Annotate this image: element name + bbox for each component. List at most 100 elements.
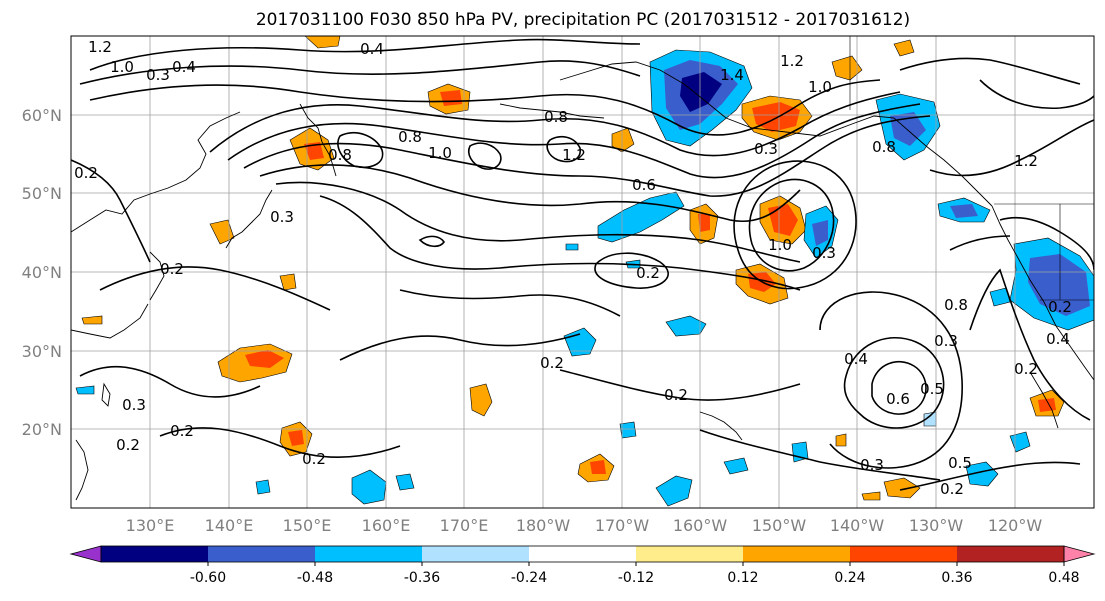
latitude-labels: 60°N 50°N 40°N 30°N 20°N — [22, 106, 62, 439]
contour-label: 1.2 — [1014, 152, 1038, 170]
figure-title: 2017031100 F030 850 hPa PV, precipitatio… — [256, 10, 910, 30]
colorbar-ticks — [207, 562, 1065, 566]
precip-positive-patch — [611, 127, 635, 153]
contour-label: 0.3 — [812, 244, 836, 262]
contour-label: 0.4 — [1046, 330, 1070, 348]
contour-label: 0.2 — [940, 480, 964, 498]
lon-label: 180°W — [516, 516, 571, 535]
coastline-alaska — [559, 61, 993, 207]
precip-positive-patch-core — [288, 430, 304, 446]
contour-labels: 1.2 1.0 0.3 0.4 0.4 1.2 1.4 1.0 0.8 0.8 … — [74, 38, 1072, 498]
contour-label: 1.2 — [88, 38, 112, 56]
pv-contour-line — [89, 38, 641, 71]
colorbar-cell — [101, 546, 208, 562]
colorbar-tick-label: 0.48 — [1048, 570, 1079, 586]
contour-label: 1.0 — [808, 78, 832, 96]
precip-positive-patch — [883, 477, 921, 499]
pv-contour-line — [275, 181, 801, 263]
lon-label: 130°W — [909, 516, 964, 535]
precip-negative-patch-core — [680, 72, 722, 112]
precip-negative-patch — [255, 479, 271, 495]
precip-negative-patch — [655, 475, 693, 507]
precip-positive-patch — [81, 315, 103, 325]
precip-negative-patch-mid — [812, 220, 828, 246]
map-panel: 1.2 1.0 0.3 0.4 0.4 1.2 1.4 1.0 0.8 0.8 … — [22, 35, 1095, 535]
pv-contour-line — [733, 160, 857, 290]
pv-contour-line — [899, 57, 1081, 85]
pv-contour-line — [699, 429, 941, 481]
precip-positive-patch — [835, 433, 847, 447]
pv-contour-line — [319, 195, 801, 291]
precip-negative-patch — [563, 327, 597, 357]
contour-label: 0.3 — [146, 66, 170, 84]
contour-label: 1.0 — [110, 58, 134, 76]
lon-label: 170°W — [595, 516, 650, 535]
pv-contour-line — [99, 266, 331, 311]
precip-negative-patch — [665, 315, 707, 337]
colorbar-tick-label: -0.48 — [297, 570, 333, 586]
coastline-china-south — [71, 303, 149, 339]
contour-label: 0.8 — [944, 296, 968, 314]
precip-positive-patch — [469, 383, 493, 417]
contour-label: 0.2 — [160, 260, 184, 278]
contour-label: 0.8 — [328, 146, 352, 164]
pv-contour-line — [969, 268, 1091, 421]
lat-label: 30°N — [22, 342, 62, 361]
contour-label: 0.2 — [116, 436, 140, 454]
contour-label: 0.2 — [1014, 360, 1038, 378]
colorbar-tick-label: 0.12 — [727, 570, 758, 586]
precip-positive-patch-core — [590, 460, 606, 474]
coastline-japan — [225, 189, 273, 249]
contour-label: 0.2 — [1048, 298, 1072, 316]
lon-label: 170°E — [440, 516, 489, 535]
contour-label: 0.3 — [860, 456, 884, 474]
precip-positive-patch — [304, 36, 341, 49]
contour-label: 1.0 — [428, 144, 452, 162]
contour-label: 0.4 — [844, 350, 868, 368]
lat-label: 60°N — [22, 106, 62, 125]
pv-contour-line — [843, 337, 945, 429]
contour-label: 0.2 — [170, 422, 194, 440]
lat-label: 50°N — [22, 184, 62, 203]
contour-label: 1.2 — [562, 146, 586, 164]
colorbar-tick-label: -0.24 — [511, 570, 547, 586]
pv-contour-line — [243, 115, 931, 197]
pv-contour-line — [339, 333, 581, 361]
contour-label: 0.4 — [360, 40, 384, 58]
contour-label: 0.3 — [270, 208, 294, 226]
contour-label: 0.6 — [886, 390, 910, 408]
colorbar-cell — [208, 546, 315, 562]
precip-positive-patch — [279, 273, 297, 291]
contour-label: 0.2 — [540, 354, 564, 372]
contour-label: 0.8 — [398, 128, 422, 146]
contour-label: 0.4 — [172, 58, 196, 76]
precip-positive-patch — [209, 219, 235, 245]
contour-label: 0.8 — [544, 108, 568, 126]
colorbar-over-triangle — [1063, 545, 1096, 563]
contour-label: 1.0 — [768, 236, 792, 254]
contour-label: 0.2 — [74, 164, 98, 182]
lon-label: 150°E — [283, 516, 332, 535]
colorbar-tick-label: -0.12 — [618, 570, 654, 586]
contour-label: 0.2 — [302, 450, 326, 468]
colorbar-under-triangle — [69, 545, 102, 563]
colorbar-tick-label: -0.60 — [190, 570, 226, 586]
coastline-asia — [71, 111, 241, 233]
lon-label: 150°W — [752, 516, 807, 535]
precip-positive-patch — [893, 39, 915, 57]
lat-label: 20°N — [22, 420, 62, 439]
colorbar: -0.60 -0.48 -0.36 -0.24 -0.12 0.12 0.24 0.36 0.4… — [69, 545, 1096, 586]
colorbar-tick-label: 0.36 — [941, 570, 972, 586]
pv-contour-line — [748, 178, 835, 272]
pv-contour-line — [337, 132, 384, 168]
colorbar-cell — [743, 546, 850, 562]
precip-positive-patch-core — [698, 214, 710, 232]
pv-contour-line — [159, 427, 401, 459]
pv-contour-line — [467, 142, 502, 170]
pv-contour-line — [559, 369, 801, 401]
contour-label: 0.6 — [632, 176, 656, 194]
pv-contour-line — [979, 79, 1094, 110]
pv-contours — [71, 38, 1094, 491]
pv-contour-line — [594, 252, 669, 289]
